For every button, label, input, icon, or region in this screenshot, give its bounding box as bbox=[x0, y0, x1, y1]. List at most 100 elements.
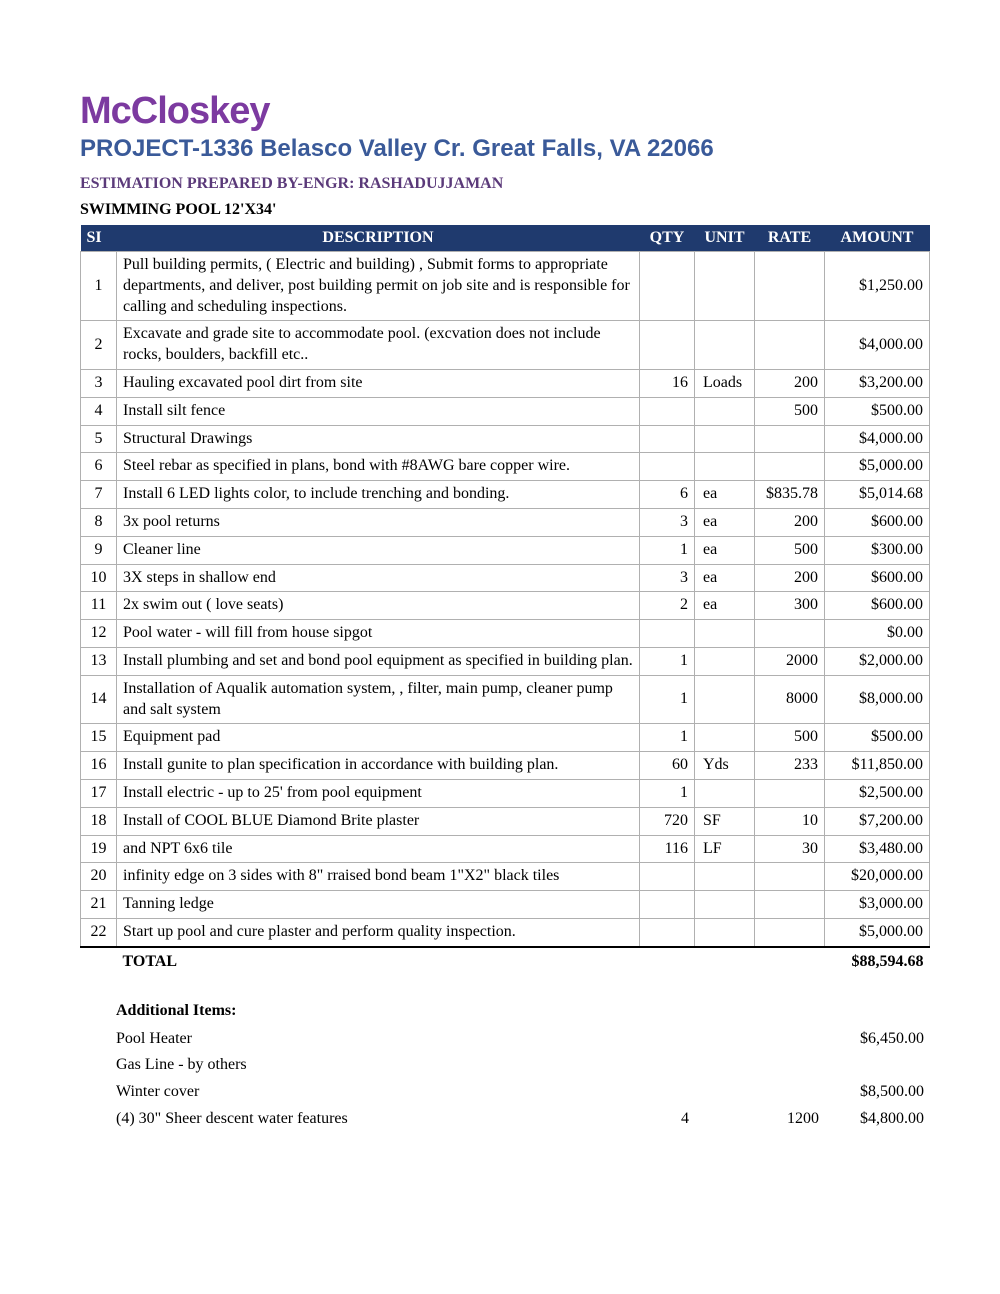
table-row: 2Excavate and grade site to accommodate … bbox=[81, 321, 930, 370]
cell-rate bbox=[755, 321, 825, 370]
additional-amount: $6,450.00 bbox=[825, 1026, 930, 1053]
cell-amount: $300.00 bbox=[825, 536, 930, 564]
cell-description: Install silt fence bbox=[117, 397, 640, 425]
cell-si: 3 bbox=[81, 369, 117, 397]
additional-amount: $4,800.00 bbox=[825, 1106, 930, 1133]
cell-si: 15 bbox=[81, 724, 117, 752]
cell-si: 12 bbox=[81, 620, 117, 648]
cell-amount: $5,014.68 bbox=[825, 481, 930, 509]
prepared-by: ESTIMATION PREPARED BY-ENGR: RASHADUJJAM… bbox=[80, 175, 930, 193]
cell-description: Pool water - will fill from house sipgot bbox=[117, 620, 640, 648]
additional-qty bbox=[640, 1079, 695, 1106]
cell-qty: 1 bbox=[640, 724, 695, 752]
additional-unit bbox=[695, 1026, 755, 1053]
additional-qty: 4 bbox=[640, 1106, 695, 1133]
cell-rate: 2000 bbox=[755, 647, 825, 675]
cell-rate bbox=[755, 620, 825, 648]
cell-unit bbox=[695, 397, 755, 425]
cell-rate bbox=[755, 425, 825, 453]
additional-row: (4) 30" Sheer descent water features4120… bbox=[80, 1106, 930, 1133]
cell-rate: 200 bbox=[755, 369, 825, 397]
cell-unit: ea bbox=[695, 508, 755, 536]
cell-description: Install of COOL BLUE Diamond Brite plast… bbox=[117, 807, 640, 835]
table-row: 16Install gunite to plan specification i… bbox=[81, 752, 930, 780]
cell-si: 7 bbox=[81, 481, 117, 509]
table-row: 9Cleaner line1ea500$300.00 bbox=[81, 536, 930, 564]
additional-items-title: Additional Items: bbox=[116, 1002, 930, 1020]
additional-desc: Winter cover bbox=[80, 1079, 640, 1106]
table-row: 19and NPT 6x6 tile116LF30$3,480.00 bbox=[81, 835, 930, 863]
table-row: 22Start up pool and cure plaster and per… bbox=[81, 918, 930, 946]
cell-si: 16 bbox=[81, 752, 117, 780]
cell-description: Equipment pad bbox=[117, 724, 640, 752]
table-row: 17Install electric - up to 25' from pool… bbox=[81, 779, 930, 807]
table-row: 4Install silt fence500$500.00 bbox=[81, 397, 930, 425]
col-unit: UNIT bbox=[695, 225, 755, 252]
cell-rate: 200 bbox=[755, 508, 825, 536]
cell-unit: LF bbox=[695, 835, 755, 863]
additional-rate: 1200 bbox=[755, 1106, 825, 1133]
col-qty: QTY bbox=[640, 225, 695, 252]
cell-si: 10 bbox=[81, 564, 117, 592]
cell-unit bbox=[695, 321, 755, 370]
table-row: 5Structural Drawings$4,000.00 bbox=[81, 425, 930, 453]
table-header-row: SI DESCRIPTION QTY UNIT RATE AMOUNT bbox=[81, 225, 930, 252]
cell-si: 19 bbox=[81, 835, 117, 863]
total-blank bbox=[81, 947, 117, 976]
table-row: 13Install plumbing and set and bond pool… bbox=[81, 647, 930, 675]
table-row: 103X steps in shallow end3ea200$600.00 bbox=[81, 564, 930, 592]
cell-description: Excavate and grade site to accommodate p… bbox=[117, 321, 640, 370]
company-name: McCloskey bbox=[80, 90, 930, 133]
cell-si: 18 bbox=[81, 807, 117, 835]
cell-si: 2 bbox=[81, 321, 117, 370]
cell-description: Start up pool and cure plaster and perfo… bbox=[117, 918, 640, 946]
cell-unit bbox=[695, 675, 755, 724]
cell-description: 2x swim out ( love seats) bbox=[117, 592, 640, 620]
additional-rate bbox=[755, 1079, 825, 1106]
cell-rate: 500 bbox=[755, 536, 825, 564]
cell-si: 11 bbox=[81, 592, 117, 620]
cell-rate bbox=[755, 863, 825, 891]
cell-qty: 1 bbox=[640, 647, 695, 675]
project-line: PROJECT-1336 Belasco Valley Cr. Great Fa… bbox=[80, 135, 930, 163]
additional-desc: Gas Line - by others bbox=[80, 1052, 640, 1079]
cell-amount: $500.00 bbox=[825, 724, 930, 752]
cell-unit bbox=[695, 724, 755, 752]
cell-unit: ea bbox=[695, 536, 755, 564]
cell-qty: 116 bbox=[640, 835, 695, 863]
cell-description: 3x pool returns bbox=[117, 508, 640, 536]
cell-si: 17 bbox=[81, 779, 117, 807]
cell-amount: $3,200.00 bbox=[825, 369, 930, 397]
cell-amount: $3,480.00 bbox=[825, 835, 930, 863]
cell-description: Pull building permits, ( Electric and bu… bbox=[117, 252, 640, 321]
total-qty bbox=[640, 947, 695, 976]
cell-amount: $0.00 bbox=[825, 620, 930, 648]
cell-description: 3X steps in shallow end bbox=[117, 564, 640, 592]
table-row: 1Pull building permits, ( Electric and b… bbox=[81, 252, 930, 321]
cell-unit: ea bbox=[695, 564, 755, 592]
cell-si: 1 bbox=[81, 252, 117, 321]
additional-row: Pool Heater$6,450.00 bbox=[80, 1026, 930, 1053]
cell-amount: $2,000.00 bbox=[825, 647, 930, 675]
additional-qty bbox=[640, 1052, 695, 1079]
cell-amount: $4,000.00 bbox=[825, 321, 930, 370]
table-row: 3Hauling excavated pool dirt from site16… bbox=[81, 369, 930, 397]
table-row: 7Install 6 LED lights color, to include … bbox=[81, 481, 930, 509]
cell-amount: $5,000.00 bbox=[825, 918, 930, 946]
cell-si: 14 bbox=[81, 675, 117, 724]
cell-qty bbox=[640, 891, 695, 919]
cell-qty: 720 bbox=[640, 807, 695, 835]
cell-qty: 3 bbox=[640, 508, 695, 536]
col-description: DESCRIPTION bbox=[117, 225, 640, 252]
table-row: 12Pool water - will fill from house sipg… bbox=[81, 620, 930, 648]
cell-unit bbox=[695, 779, 755, 807]
cell-si: 13 bbox=[81, 647, 117, 675]
cell-amount: $7,200.00 bbox=[825, 807, 930, 835]
col-rate: RATE bbox=[755, 225, 825, 252]
cell-si: 9 bbox=[81, 536, 117, 564]
cell-unit bbox=[695, 647, 755, 675]
cell-qty: 3 bbox=[640, 564, 695, 592]
cell-qty bbox=[640, 863, 695, 891]
cell-amount: $5,000.00 bbox=[825, 453, 930, 481]
cell-unit bbox=[695, 891, 755, 919]
